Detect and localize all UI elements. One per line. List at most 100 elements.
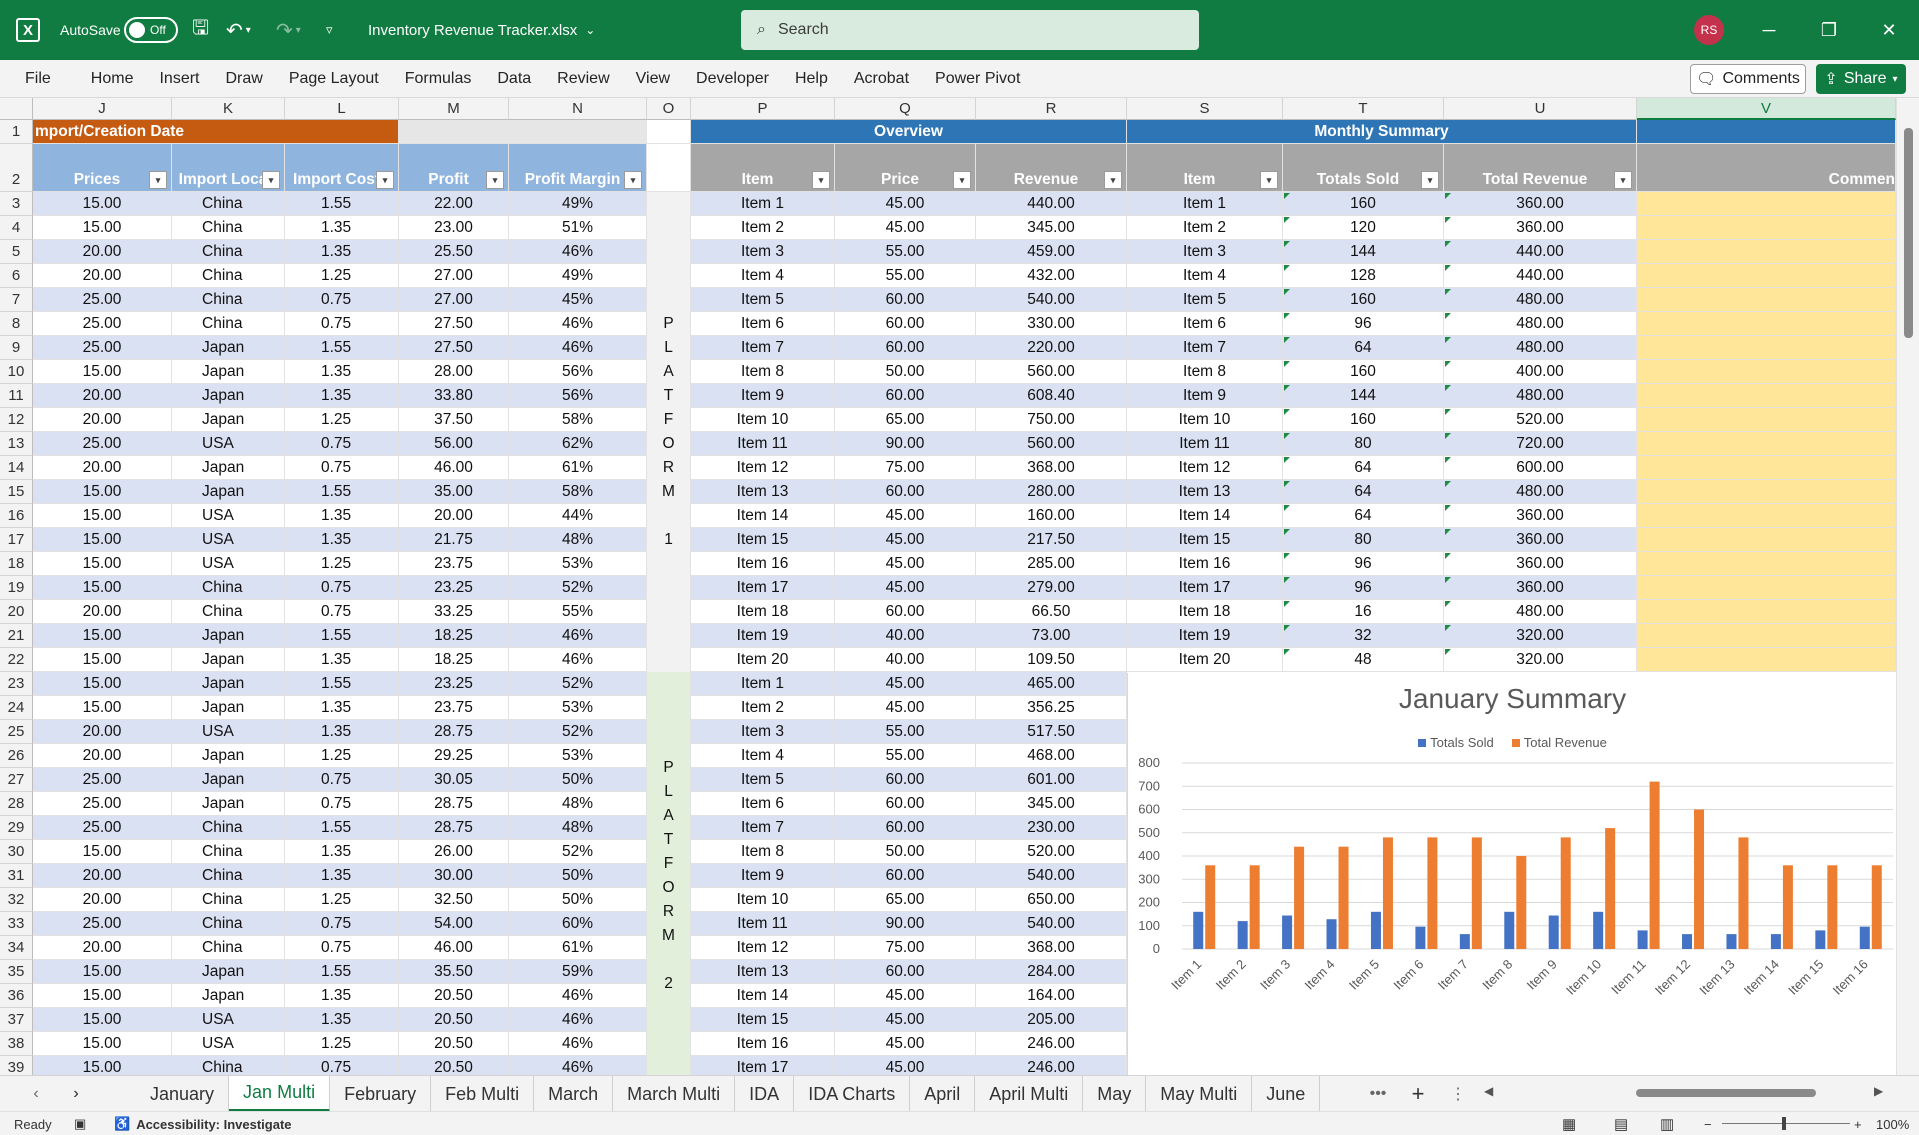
- overview-item-cell[interactable]: Item 6: [691, 792, 835, 816]
- import-location-cell[interactable]: China: [172, 288, 285, 312]
- price-cell[interactable]: 15.00: [33, 552, 172, 576]
- redo-icon[interactable]: ↷: [276, 19, 293, 42]
- zoom-slider[interactable]: [1722, 1112, 1850, 1135]
- tab-april[interactable]: April: [910, 1076, 976, 1112]
- overview-revenue-cell[interactable]: 279.00: [976, 576, 1127, 600]
- import-cost-cell[interactable]: 0.75: [285, 1056, 399, 1075]
- price-cell[interactable]: 20.00: [33, 384, 172, 408]
- overview-price-cell[interactable]: 60.00: [835, 480, 976, 504]
- overview-price-cell[interactable]: 75.00: [835, 456, 976, 480]
- overview-price-cell[interactable]: 60.00: [835, 768, 976, 792]
- menu-item-view[interactable]: View: [635, 70, 671, 87]
- overview-price-cell[interactable]: 45.00: [835, 552, 976, 576]
- tab-options-icon[interactable]: ⋮: [1450, 1086, 1466, 1103]
- import-location-cell[interactable]: China: [172, 840, 285, 864]
- overview-price-cell[interactable]: 65.00: [835, 888, 976, 912]
- price-cell[interactable]: 20.00: [33, 240, 172, 264]
- tab-january[interactable]: January: [136, 1076, 230, 1112]
- tab-prev-icon[interactable]: ‹: [33, 1085, 39, 1102]
- overview-revenue-cell[interactable]: 109.50: [976, 648, 1127, 672]
- import-cost-cell[interactable]: 1.35: [285, 864, 399, 888]
- profit-cell[interactable]: 30.05: [399, 768, 509, 792]
- comments-cell[interactable]: [1637, 384, 1896, 408]
- redo-dropdown-icon[interactable]: ▾: [295, 24, 301, 36]
- menu-item-draw[interactable]: Draw: [225, 70, 263, 87]
- blank-header[interactable]: [647, 120, 691, 144]
- comments-cell[interactable]: [1637, 408, 1896, 432]
- profit-cell[interactable]: 18.25: [399, 624, 509, 648]
- zoom-level[interactable]: 100%: [1876, 1116, 1910, 1132]
- profit-margin-cell[interactable]: 46%: [509, 240, 647, 264]
- price-cell[interactable]: 15.00: [33, 984, 172, 1008]
- comments-cell[interactable]: [1637, 264, 1896, 288]
- overview-price-cell[interactable]: 45.00: [835, 216, 976, 240]
- profit-margin-cell[interactable]: 48%: [509, 528, 647, 552]
- overview-item-cell[interactable]: Item 12: [691, 936, 835, 960]
- save-icon[interactable]: 🖫: [192, 17, 210, 39]
- row-header[interactable]: 16: [0, 504, 33, 528]
- comments-cell[interactable]: [1637, 600, 1896, 624]
- import-location-cell[interactable]: China: [172, 1056, 285, 1075]
- january-summary-chart[interactable]: 0 100 200 300 400 500 600 700 800 Item 1 Item 2 Ite…: [1127, 673, 1896, 1075]
- profit-margin-cell[interactable]: 51%: [509, 216, 647, 240]
- scroll-thumb[interactable]: [1904, 128, 1913, 338]
- normal-view-icon[interactable]: ▦: [1562, 1116, 1577, 1133]
- column-header-v[interactable]: V: [1637, 98, 1896, 120]
- profit-margin-cell[interactable]: 59%: [509, 960, 647, 984]
- profit-cell[interactable]: 28.75: [399, 792, 509, 816]
- import-cost-cell[interactable]: 0.75: [285, 432, 399, 456]
- overview-price-cell[interactable]: 45.00: [835, 1008, 976, 1032]
- import-location-cell[interactable]: China: [172, 936, 285, 960]
- summary-item-cell[interactable]: Item 4: [1127, 264, 1283, 288]
- menu-item-data[interactable]: Data: [497, 70, 532, 87]
- import-cost-cell[interactable]: 0.75: [285, 936, 399, 960]
- header-total-revenue[interactable]: Total Revenue ▾: [1444, 144, 1637, 192]
- profit-cell[interactable]: 27.00: [399, 264, 509, 288]
- overview-item-cell[interactable]: Item 16: [691, 1032, 835, 1056]
- import-cost-cell[interactable]: 1.55: [285, 960, 399, 984]
- blank-header[interactable]: [1637, 120, 1896, 144]
- import-location-cell[interactable]: USA: [172, 1032, 285, 1056]
- spreadsheet-grid[interactable]: mport/Creation Date Overview Monthly Summa…: [0, 98, 1896, 1075]
- import-cost-cell[interactable]: 0.75: [285, 600, 399, 624]
- import-location-cell[interactable]: Japan: [172, 744, 285, 768]
- profit-margin-cell[interactable]: 50%: [509, 768, 647, 792]
- profit-cell[interactable]: 22.00: [399, 192, 509, 216]
- summary-total-revenue-cell[interactable]: 320.00: [1444, 648, 1637, 672]
- summary-item-cell[interactable]: Item 20: [1127, 648, 1283, 672]
- tab-ida[interactable]: IDA: [735, 1076, 795, 1112]
- overview-revenue-cell[interactable]: 560.00: [976, 360, 1127, 384]
- column-header-j[interactable]: J: [33, 98, 172, 120]
- summary-total-revenue-cell[interactable]: 480.00: [1444, 600, 1637, 624]
- row-header[interactable]: 38: [0, 1032, 33, 1056]
- comments-cell[interactable]: [1637, 456, 1896, 480]
- row-header[interactable]: 3: [0, 192, 33, 216]
- profit-margin-cell[interactable]: 46%: [509, 624, 647, 648]
- price-cell[interactable]: 25.00: [33, 336, 172, 360]
- tab-next-icon[interactable]: ›: [73, 1085, 79, 1102]
- row-header[interactable]: 34: [0, 936, 33, 960]
- comments-cell[interactable]: [1637, 240, 1896, 264]
- overview-price-cell[interactable]: 45.00: [835, 504, 976, 528]
- overview-item-cell[interactable]: Item 4: [691, 264, 835, 288]
- overview-item-cell[interactable]: Item 2: [691, 696, 835, 720]
- profit-margin-cell[interactable]: 50%: [509, 888, 647, 912]
- row-header[interactable]: 26: [0, 744, 33, 768]
- row-header[interactable]: 30: [0, 840, 33, 864]
- overview-item-cell[interactable]: Item 13: [691, 960, 835, 984]
- summary-totals-sold-cell[interactable]: 64: [1283, 456, 1444, 480]
- filter-dropdown-icon[interactable]: ▾: [1260, 171, 1278, 189]
- profit-margin-cell[interactable]: 60%: [509, 912, 647, 936]
- menu-item-formulas[interactable]: Formulas: [404, 70, 472, 87]
- column-header-n[interactable]: N: [509, 98, 647, 120]
- summary-item-cell[interactable]: Item 12: [1127, 456, 1283, 480]
- profit-cell[interactable]: 46.00: [399, 936, 509, 960]
- summary-item-cell[interactable]: Item 10: [1127, 408, 1283, 432]
- import-location-cell[interactable]: China: [172, 600, 285, 624]
- import-cost-cell[interactable]: 1.25: [285, 264, 399, 288]
- summary-item-cell[interactable]: Item 1: [1127, 192, 1283, 216]
- overview-revenue-cell[interactable]: 356.25: [976, 696, 1127, 720]
- tab-feb-multi[interactable]: Feb Multi: [431, 1076, 535, 1112]
- overview-item-cell[interactable]: Item 17: [691, 576, 835, 600]
- import-cost-cell[interactable]: 1.35: [285, 1008, 399, 1032]
